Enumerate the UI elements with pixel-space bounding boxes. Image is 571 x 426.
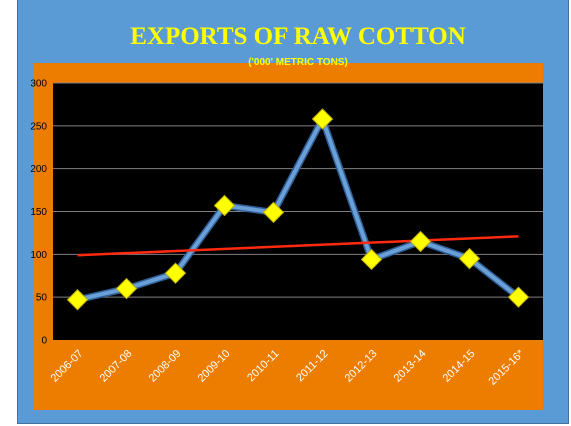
- y-tick-label: 0: [41, 336, 47, 347]
- data-point-marker: [409, 230, 432, 253]
- data-point-marker: [262, 201, 285, 224]
- y-tick-label: 100: [30, 250, 47, 261]
- chart-title: EXPORTS OF RAW COTTON: [130, 23, 466, 50]
- y-tick-label: 150: [30, 207, 47, 218]
- trendline: [77, 235, 519, 257]
- y-tick-label: 200: [30, 164, 47, 175]
- data-point-marker: [507, 286, 530, 308]
- y-axis-ticks: 0 50 100 150 200 250 300: [30, 79, 47, 347]
- y-tick-label: 50: [36, 293, 48, 304]
- y-tick-label: 300: [30, 79, 47, 90]
- data-point-marker: [311, 108, 334, 130]
- series-line: [75, 116, 521, 302]
- data-point-marker: [164, 262, 187, 284]
- y-tick-label: 250: [30, 121, 47, 132]
- gridlines: [53, 82, 543, 298]
- chart-frame: 0 50 100 150 200 250 300 2006-07 2007-08 2008-09…: [17, 0, 569, 424]
- data-point-marker: [213, 194, 236, 217]
- chart-subtitle: ('000' METRIC TONS): [248, 57, 348, 68]
- data-point-marker: [458, 247, 481, 270]
- data-point-marker: [115, 277, 138, 300]
- data-point-marker: [66, 289, 89, 311]
- data-point-marker: [360, 248, 383, 271]
- series-layer: [66, 108, 530, 311]
